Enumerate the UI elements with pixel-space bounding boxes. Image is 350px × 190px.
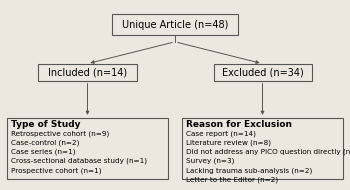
Bar [112, 14, 238, 35]
Text: Case report (n=14): Case report (n=14) [186, 131, 256, 137]
Text: Prospective cohort (n=1): Prospective cohort (n=1) [11, 167, 102, 173]
Text: Retrospective cohort (n=9): Retrospective cohort (n=9) [11, 131, 110, 137]
Text: Case-control (n=2): Case-control (n=2) [11, 140, 79, 146]
Text: Survey (n=3): Survey (n=3) [186, 158, 235, 164]
Text: Lacking trauma sub-analysis (n=2): Lacking trauma sub-analysis (n=2) [186, 167, 313, 173]
Text: Literature review (n=8): Literature review (n=8) [186, 140, 271, 146]
Bar [214, 64, 312, 81]
Text: Type of Study: Type of Study [11, 120, 81, 129]
Text: Case series (n=1): Case series (n=1) [11, 149, 76, 155]
Text: Did not address any PICO question directly (n=5): Did not address any PICO question direct… [186, 149, 350, 155]
Text: Reason for Exclusion: Reason for Exclusion [186, 120, 292, 129]
Text: Included (n=14): Included (n=14) [48, 67, 127, 77]
Bar [38, 64, 136, 81]
Text: Letter to the Editor (n=2): Letter to the Editor (n=2) [186, 176, 278, 183]
Text: Cross-sectional database study (n=1): Cross-sectional database study (n=1) [11, 158, 147, 164]
Text: Unique Article (n=48): Unique Article (n=48) [122, 20, 228, 30]
Bar [182, 118, 343, 179]
Bar [7, 118, 168, 179]
Text: Excluded (n=34): Excluded (n=34) [222, 67, 303, 77]
